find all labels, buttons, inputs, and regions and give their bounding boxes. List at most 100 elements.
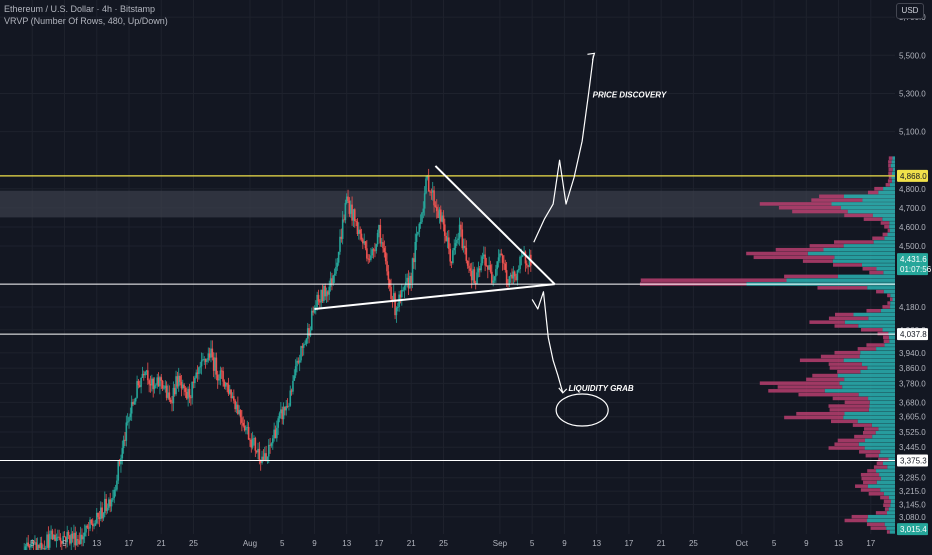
y-tick-label: 3,285.0 bbox=[899, 474, 926, 483]
candle-body bbox=[266, 456, 269, 461]
candle-body bbox=[329, 278, 332, 287]
candle-body bbox=[211, 348, 214, 358]
candle bbox=[414, 233, 417, 270]
indicator-label: VRVP (Number Of Rows, 480, Up/Down) bbox=[4, 16, 168, 26]
candle-body bbox=[453, 247, 456, 251]
candle-body bbox=[35, 542, 38, 554]
candle bbox=[355, 218, 357, 227]
triangle-lower-line[interactable] bbox=[314, 283, 555, 310]
candle-body bbox=[468, 265, 470, 269]
candle bbox=[284, 406, 286, 416]
candle bbox=[136, 375, 138, 399]
candle bbox=[472, 261, 474, 284]
candle-body bbox=[297, 360, 300, 363]
candle bbox=[292, 374, 294, 395]
vp-bar-up bbox=[892, 156, 895, 160]
triangle-upper-line[interactable] bbox=[434, 165, 556, 285]
candle bbox=[165, 381, 168, 401]
vp-bar-down bbox=[883, 499, 891, 504]
candle bbox=[58, 529, 60, 540]
candle bbox=[415, 226, 418, 251]
candle bbox=[282, 402, 285, 425]
candle bbox=[216, 370, 219, 389]
candle bbox=[280, 402, 282, 419]
candle-body bbox=[59, 537, 62, 542]
x-tick-label: 5 bbox=[280, 539, 285, 548]
candle bbox=[474, 280, 477, 290]
currency-button[interactable]: USD bbox=[896, 3, 924, 19]
vp-bar-down bbox=[887, 301, 891, 305]
vp-bar-down bbox=[888, 167, 893, 172]
candle bbox=[184, 386, 187, 398]
candle bbox=[237, 396, 239, 416]
bearish-path[interactable] bbox=[531, 291, 564, 394]
candle bbox=[382, 234, 384, 253]
candle-body bbox=[390, 286, 392, 299]
candle bbox=[89, 517, 91, 532]
candle-body bbox=[116, 480, 118, 490]
vp-bar-up bbox=[884, 236, 895, 240]
vp-bar-down bbox=[883, 335, 889, 340]
candle bbox=[164, 380, 167, 393]
vp-bar-down bbox=[887, 228, 890, 233]
candle-body bbox=[464, 245, 466, 248]
vp-bar-down bbox=[880, 221, 890, 225]
candle bbox=[489, 260, 492, 274]
vp-bar-up bbox=[860, 350, 895, 355]
candle-body bbox=[62, 536, 64, 544]
candle bbox=[344, 199, 347, 224]
vp-bar-down bbox=[888, 156, 893, 160]
vp-bar-down bbox=[874, 186, 884, 191]
candle-body bbox=[331, 278, 333, 284]
candle-body bbox=[227, 384, 230, 394]
vp-bar-up bbox=[891, 179, 895, 183]
candle-body bbox=[40, 542, 43, 549]
vp-bar-down bbox=[884, 507, 889, 511]
candle-body bbox=[511, 274, 513, 279]
candle-body bbox=[337, 251, 340, 263]
candle-body bbox=[321, 289, 324, 302]
candle-body bbox=[113, 489, 116, 499]
candle-body bbox=[438, 209, 441, 218]
candle-body bbox=[121, 448, 124, 459]
candle-body bbox=[405, 281, 407, 286]
candle bbox=[87, 521, 90, 537]
candle bbox=[409, 272, 411, 289]
candle bbox=[91, 518, 94, 532]
vp-bar-up bbox=[861, 263, 895, 267]
candle-body bbox=[497, 257, 500, 262]
liquidity-circle[interactable] bbox=[555, 393, 609, 427]
vp-bar-up bbox=[840, 205, 895, 210]
candle-body bbox=[470, 270, 473, 281]
candle-body bbox=[94, 523, 97, 526]
y-tick-label: 3,605.0 bbox=[899, 413, 926, 422]
vp-bar-up bbox=[807, 251, 895, 256]
vp-bar-down bbox=[876, 289, 884, 294]
candle bbox=[310, 307, 313, 331]
candle-body bbox=[263, 453, 266, 461]
vp-bar-up bbox=[834, 255, 895, 260]
y-tick-label: 5,300.0 bbox=[899, 89, 926, 98]
candle bbox=[265, 445, 267, 462]
candle-body bbox=[503, 262, 505, 264]
candle bbox=[374, 242, 376, 258]
bullish-path[interactable] bbox=[533, 55, 595, 243]
candle bbox=[394, 291, 396, 320]
candle bbox=[325, 287, 328, 303]
vp-bar-up bbox=[878, 190, 895, 195]
candle bbox=[122, 435, 125, 454]
candle-body bbox=[345, 196, 348, 204]
candle bbox=[190, 395, 192, 406]
candle-body bbox=[292, 380, 294, 392]
candle bbox=[239, 409, 242, 425]
candle bbox=[335, 258, 337, 276]
arrow-head-down bbox=[558, 387, 568, 394]
candle-body bbox=[355, 221, 357, 222]
candle bbox=[469, 263, 472, 277]
x-tick-label: 5 bbox=[530, 539, 535, 548]
candle-body bbox=[130, 401, 133, 414]
vp-bar-up bbox=[888, 331, 895, 336]
vp-bar-down bbox=[888, 160, 892, 164]
